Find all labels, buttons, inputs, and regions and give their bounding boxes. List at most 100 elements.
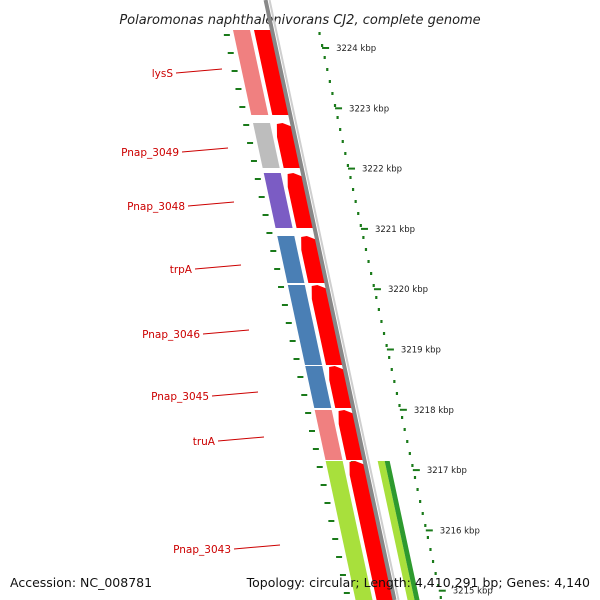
ring-dot	[354, 200, 357, 203]
ring-dash	[266, 232, 273, 234]
gene-label[interactable]: Pnap_3045	[151, 391, 209, 403]
gene-arrow[interactable]	[329, 366, 353, 408]
ring-dash	[258, 196, 265, 198]
ring-dash	[250, 160, 257, 162]
ring-dot	[424, 524, 427, 527]
kbp-tick-label: 3218 kbp	[414, 406, 454, 416]
backbone-ring	[263, 0, 400, 600]
ring-dot	[416, 488, 419, 491]
label-leader-line	[202, 329, 250, 335]
ring-dot	[346, 164, 350, 167]
label-leader-line	[187, 201, 235, 207]
ring-dot	[385, 344, 388, 347]
tick-mark	[373, 288, 381, 291]
ring-dot	[336, 116, 339, 119]
gene-category-band	[314, 410, 343, 460]
ring-dash	[343, 592, 350, 594]
gene-arrow[interactable]	[287, 173, 314, 228]
tick-mark	[425, 529, 433, 532]
ring-dash	[328, 520, 335, 522]
kbp-tick-label: 3219 kbp	[401, 346, 441, 356]
dark-green-bar	[384, 461, 420, 600]
gene-category-band	[305, 366, 332, 408]
label-leader-line	[175, 68, 223, 74]
tick-mark	[386, 348, 394, 351]
ring-dash	[262, 214, 269, 216]
dash-ring	[223, 34, 350, 594]
ring-dot	[437, 584, 440, 587]
ring-dot	[372, 284, 375, 287]
ring-dot	[367, 260, 370, 263]
ring-dot	[339, 128, 342, 131]
gene-arrow[interactable]	[349, 461, 394, 600]
ring-dot	[429, 548, 432, 551]
ring-dot	[331, 92, 334, 95]
topology-text: Topology: circular; Length: 4,410,291 bp…	[246, 575, 590, 590]
ring-dash	[235, 88, 242, 90]
ring-dash	[281, 304, 288, 306]
ring-dash	[231, 70, 238, 72]
ring-dot	[413, 476, 417, 479]
ring-dash	[247, 142, 254, 144]
ring-dash	[278, 286, 285, 288]
ring-dot	[421, 512, 424, 515]
ring-dash	[289, 340, 296, 342]
gene-arrows	[254, 30, 394, 600]
ring-dash	[332, 538, 339, 540]
gene-label[interactable]: Pnap_3048	[127, 201, 185, 213]
ring-dot	[321, 44, 324, 47]
gene-arrow[interactable]	[276, 123, 301, 168]
gene-arrow[interactable]	[311, 285, 344, 365]
ring-dash	[316, 466, 323, 468]
ring-dot	[333, 104, 337, 107]
label-leader-line	[211, 391, 259, 397]
gene-label[interactable]: trpA	[170, 264, 193, 276]
ring-dot	[357, 212, 360, 215]
ring-dot	[434, 572, 437, 575]
gene-arrow[interactable]	[338, 410, 364, 460]
map-title: Polaromonas naphthalenivorans CJ2, compl…	[119, 13, 480, 28]
dotted-ring	[318, 32, 442, 599]
gene-arrow[interactable]	[301, 236, 326, 283]
gene-label[interactable]: Pnap_3049	[121, 147, 179, 159]
ring-dot	[406, 440, 409, 443]
ring-dot	[351, 188, 355, 191]
ring-dot	[326, 68, 329, 71]
ring-dash	[239, 106, 246, 108]
ring-dot	[380, 320, 383, 323]
gene-label[interactable]: truA	[193, 436, 216, 448]
tick-mark	[412, 469, 420, 472]
ring-dot	[419, 500, 422, 503]
ring-dash	[270, 250, 277, 252]
ring-dash	[274, 268, 281, 270]
gene-labels: lysS Pnap_3049 Pnap_3048 trpA Pnap_3046 Pnap_…	[121, 68, 281, 556]
gene-category-band	[252, 123, 280, 168]
gene-category-band	[277, 236, 305, 283]
gene-arrow[interactable]	[254, 30, 290, 115]
ring-dot	[403, 428, 406, 431]
gene-label[interactable]: lysS	[152, 68, 174, 80]
ring-dash	[301, 394, 308, 396]
backbone-line	[263, 0, 397, 600]
tick-mark	[335, 107, 343, 110]
tick-labels: 3224 kbp 3223 kbp 3222 kbp 3221 kbp 3220 kbp…	[322, 44, 493, 597]
ring-dot	[341, 140, 344, 143]
ring-dot	[393, 380, 396, 383]
ring-dash	[297, 376, 304, 378]
ring-dot	[359, 224, 362, 227]
ring-dash	[223, 34, 230, 36]
ring-dot	[362, 236, 365, 239]
backbone-line	[268, 0, 400, 600]
ring-dash	[305, 412, 312, 414]
gene-label[interactable]: Pnap_3046	[142, 329, 200, 341]
kbp-tick-label: 3217 kbp	[427, 466, 467, 476]
ring-dot	[349, 176, 352, 179]
accession-text: Accession: NC_008781	[10, 575, 153, 590]
gene-label[interactable]: Pnap_3043	[173, 544, 231, 556]
tick-mark	[348, 167, 356, 170]
ring-dot	[375, 296, 378, 299]
label-leader-line	[181, 147, 229, 153]
gene-category-band	[287, 285, 323, 365]
ring-dot	[439, 596, 442, 599]
